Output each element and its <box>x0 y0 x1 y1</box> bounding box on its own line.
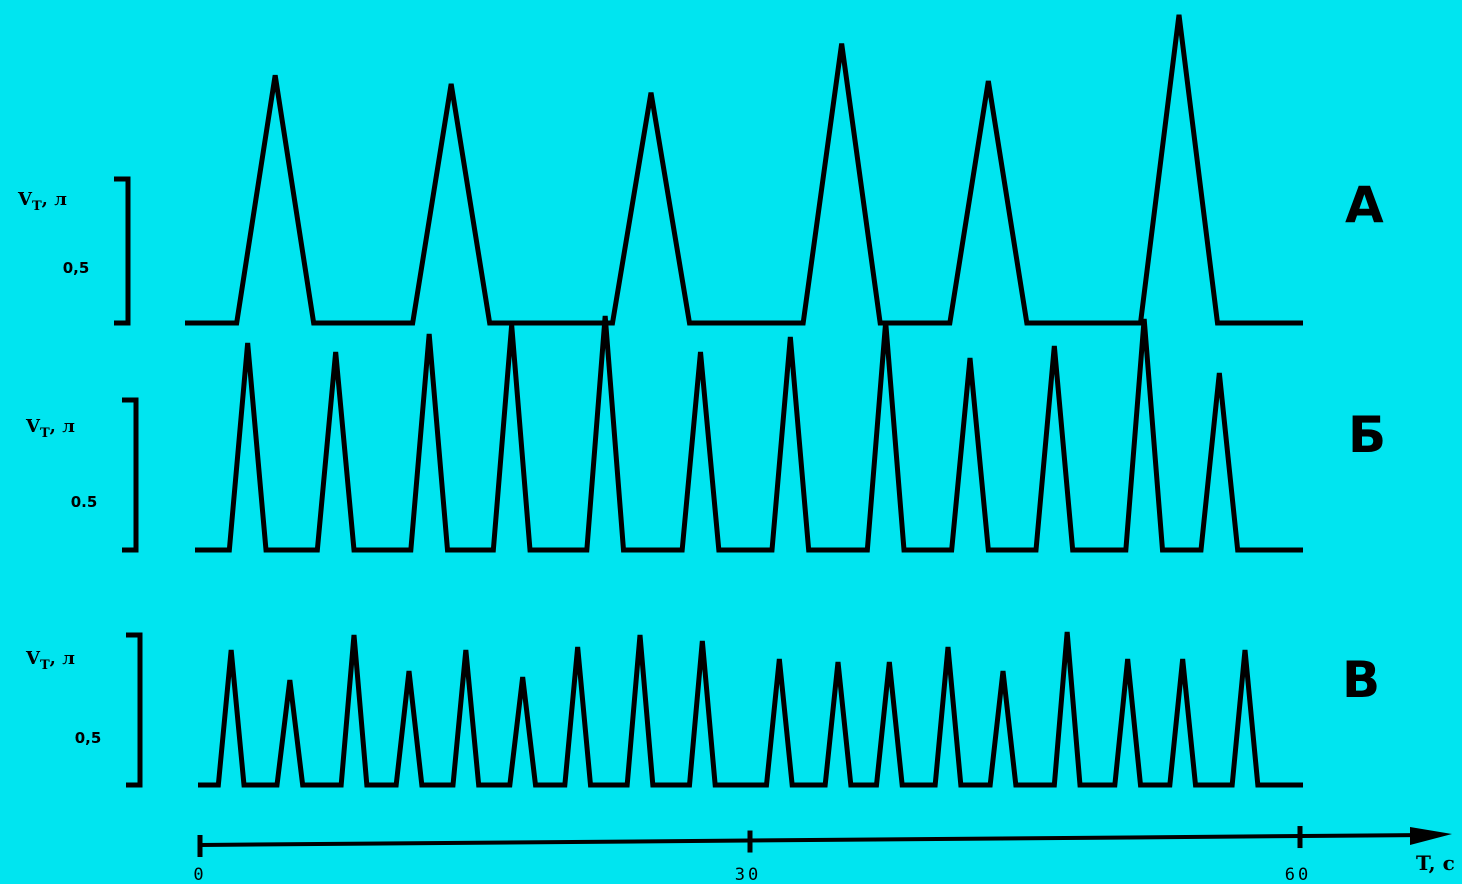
panel-letter: Б <box>1348 406 1386 464</box>
scale-bracket <box>114 176 131 326</box>
panel-letter: В <box>1342 651 1380 709</box>
y-axis-label-sub: T <box>32 199 42 214</box>
y-axis-label: VT, л <box>17 189 67 214</box>
panel-2: VT, л 0.5 Б <box>25 315 1386 553</box>
scale-bar-label: 0.5 <box>71 493 98 511</box>
y-axis-label-main: V <box>25 416 41 437</box>
x-axis-title: T, c <box>1416 851 1455 875</box>
scale-bar-label: 0,5 <box>63 259 90 277</box>
scale-bracket <box>122 397 139 553</box>
y-axis-label-unit: , л <box>50 416 76 437</box>
y-axis-label: VT, л <box>25 648 75 673</box>
axis-arrowhead <box>1410 827 1452 845</box>
panel-1: VT, л 0,5 А <box>17 14 1384 326</box>
volume-trace <box>198 631 1303 788</box>
panel-letter: А <box>1345 176 1384 234</box>
volume-trace <box>185 14 1303 326</box>
y-axis-label-sub: T <box>40 658 50 673</box>
y-axis-label-unit: , л <box>50 648 76 669</box>
y-axis-label-unit: , л <box>42 189 68 210</box>
panel-3: VT, л 0,5 В <box>25 631 1380 788</box>
y-axis-label-main: V <box>17 189 33 210</box>
scale-bar-label: 0,5 <box>75 729 102 747</box>
tick-label: 60 <box>1285 865 1311 884</box>
volume-trace <box>195 315 1303 553</box>
tick-label: 0 <box>193 865 206 884</box>
time-axis: 0 30 60 T, c <box>193 826 1455 884</box>
y-axis-label-main: V <box>25 648 41 669</box>
tick-label: 30 <box>735 865 761 884</box>
y-axis-label: VT, л <box>25 416 75 441</box>
time-axis-line <box>199 833 1429 847</box>
scale-bracket <box>126 632 143 788</box>
y-axis-label-sub: T <box>40 426 50 441</box>
